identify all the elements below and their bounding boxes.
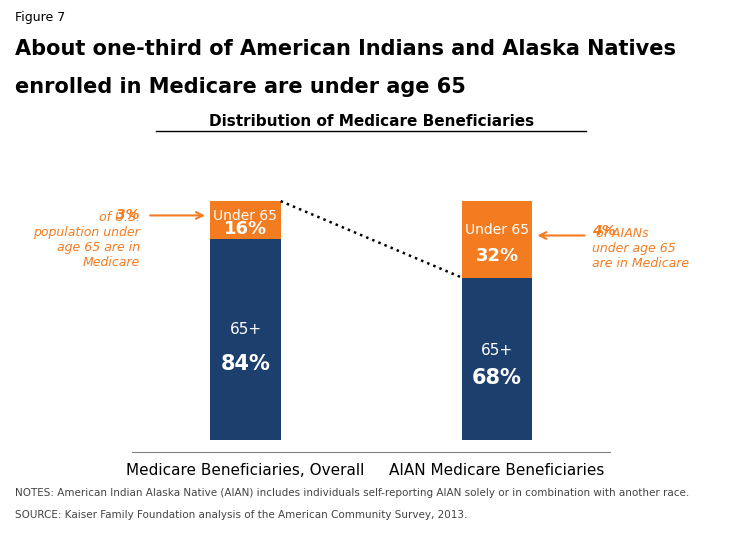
Bar bbox=[210, 201, 281, 239]
Bar bbox=[462, 201, 532, 278]
Bar bbox=[210, 239, 281, 440]
Text: 65+: 65+ bbox=[481, 343, 513, 358]
Text: 32%: 32% bbox=[476, 247, 518, 265]
Text: Figure 7: Figure 7 bbox=[15, 11, 65, 24]
Text: NOTES: American Indian Alaska Native (AIAN) includes individuals self-reporting : NOTES: American Indian Alaska Native (AI… bbox=[15, 488, 689, 498]
Text: About one-third of American Indians and Alaska Natives: About one-third of American Indians and … bbox=[15, 39, 675, 58]
Text: KAISER: KAISER bbox=[645, 506, 696, 520]
Text: FOUNDATION: FOUNDATION bbox=[648, 531, 694, 537]
Text: 16%: 16% bbox=[224, 220, 267, 237]
Text: 4%: 4% bbox=[592, 224, 616, 237]
Bar bbox=[462, 278, 532, 440]
Text: 65+: 65+ bbox=[229, 322, 262, 337]
Text: Distribution of Medicare Beneficiaries: Distribution of Medicare Beneficiaries bbox=[209, 115, 534, 129]
Text: SOURCE: Kaiser Family Foundation analysis of the American Community Survey, 2013: SOURCE: Kaiser Family Foundation analysi… bbox=[15, 510, 467, 520]
Text: of U.S.
population under
age 65 are in
Medicare: of U.S. population under age 65 are in M… bbox=[33, 210, 140, 269]
Text: 3%: 3% bbox=[116, 208, 140, 222]
Text: 84%: 84% bbox=[220, 354, 270, 374]
Text: 68%: 68% bbox=[472, 368, 522, 388]
Text: Under 65: Under 65 bbox=[465, 223, 529, 237]
Text: THE HENRY J.: THE HENRY J. bbox=[650, 500, 692, 505]
Text: FAMILY: FAMILY bbox=[646, 517, 695, 530]
Text: enrolled in Medicare are under age 65: enrolled in Medicare are under age 65 bbox=[15, 77, 465, 97]
Text: Under 65: Under 65 bbox=[213, 209, 277, 223]
Text: of AIANs
under age 65
are in Medicare: of AIANs under age 65 are in Medicare bbox=[592, 227, 689, 270]
